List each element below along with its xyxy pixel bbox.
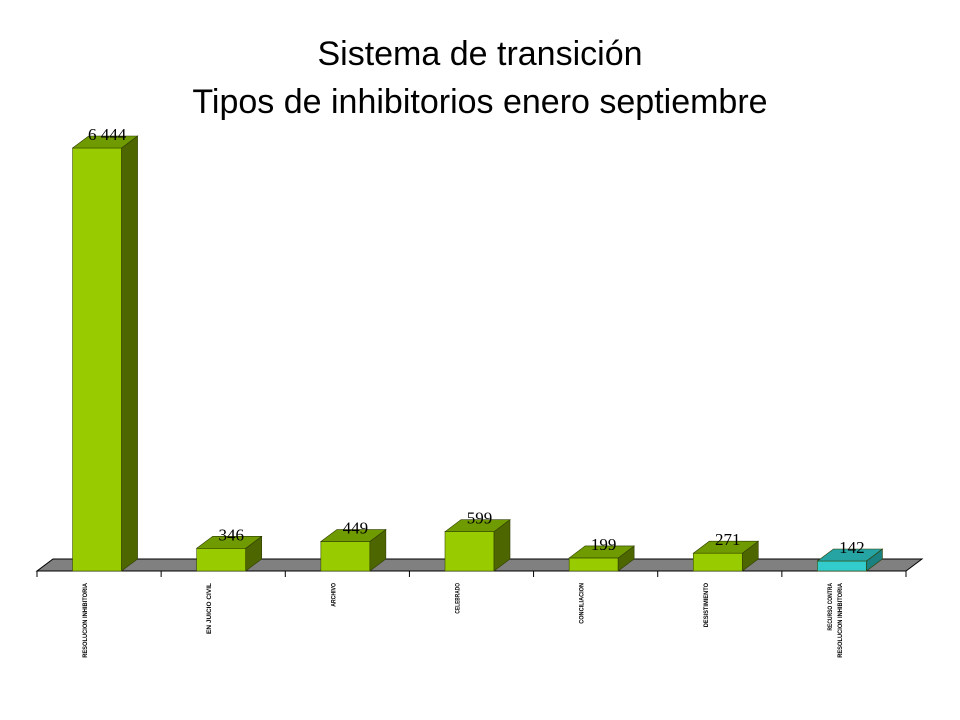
bar-side [121,135,138,572]
bar-5 [568,545,636,572]
category-label: EN JUICIO CIVIL [207,583,213,634]
chart-title: Sistema de transición Tipos de inhibitor… [0,30,960,126]
bar-7 [816,548,884,572]
chart-title-line-2: Tipos de inhibitorios enero septiembre [192,83,768,121]
bar-top [816,548,884,562]
data-label: 449 [343,519,369,538]
bar-top [568,545,636,559]
data-label: 142 [839,538,865,557]
category-label: RECURSO CONTRA [828,582,834,630]
bar-top [444,519,511,532]
bar-front [196,547,247,572]
category-label: RESOLUCION INHIBITORIA [838,582,844,657]
data-label: 346 [218,525,244,544]
bar-front [72,147,122,572]
bar-3 [319,528,387,572]
bar-front [692,552,743,572]
bar-front [444,531,495,572]
bar-2 [195,535,263,572]
category-label: CONCILIACION [580,583,586,624]
bar-front [320,541,371,572]
bar-front [817,560,867,572]
data-label: 599 [467,509,493,528]
bar-top [195,535,263,549]
category-label: DESISTIMIENTO [704,583,710,628]
chart-title-line-1: Sistema de transición [317,35,643,73]
bar-top [692,540,760,554]
bar-front [568,557,619,572]
category-label: CELEBRADO [456,583,462,614]
data-label: 6 444 [88,125,127,144]
bar-top [71,135,139,149]
bar-6 [692,540,760,572]
data-label: 271 [715,530,741,549]
bar-4 [444,519,511,572]
bar-top [319,529,387,542]
category-label: ARCHIVO [331,583,337,607]
bar-1 [71,135,139,572]
data-label: 199 [591,535,617,554]
category-label: RESOLUCION INHIBITORIA [83,582,89,657]
